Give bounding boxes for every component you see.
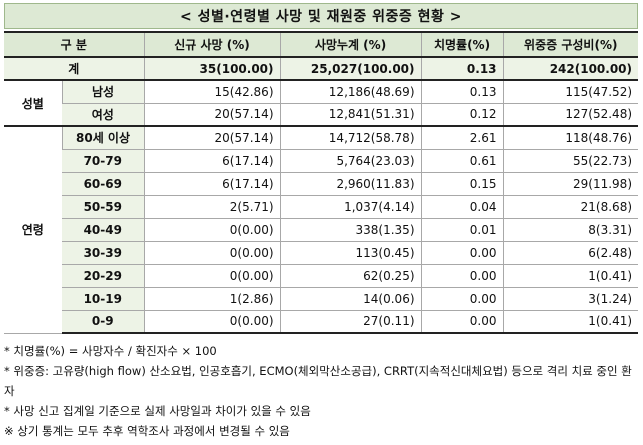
- row-label: 40-49: [62, 218, 145, 242]
- fatality-cell: 0.00: [420, 310, 504, 334]
- table-row: 10-19 1(2.86) 14(0.06) 0.00 3(1.24): [4, 287, 639, 311]
- row-label: 70-79: [62, 149, 145, 173]
- new-deaths-cell: 6(17.14): [143, 172, 281, 196]
- severe-cell: 3(1.24): [502, 287, 639, 311]
- severe-cell: 55(22.73): [502, 149, 639, 173]
- severe-cell: 118(48.76): [502, 125, 639, 150]
- severe-cell: 29(11.98): [502, 172, 639, 196]
- total-row: 계 35(100.00) 25,027(100.00) 0.13 242(100…: [4, 56, 639, 81]
- footnote-severe-definition: * 위중증: 고유량(high flow) 산소요법, 인공호흡기, ECMO(…: [4, 364, 632, 398]
- cumulative-cell: 2,960(11.83): [279, 172, 422, 196]
- severe-cell: 1(0.41): [502, 264, 639, 288]
- new-deaths-cell: 2(5.71): [143, 195, 281, 219]
- cumulative-cell: 12,841(51.31): [279, 103, 422, 127]
- row-label: 60-69: [62, 172, 145, 196]
- fatality-cell: 0.00: [420, 241, 504, 265]
- fatality-cell: 0.15: [420, 172, 504, 196]
- footnotes: * 치명률(%) = 사망자수 / 확진자수 × 100 * 위중증: 고유량(…: [4, 341, 638, 441]
- footnote-subject-to-change: ※ 상기 통계는 모두 추후 역학조사 과정에서 변경될 수 있음: [4, 424, 290, 438]
- severe-cell: 127(52.48): [502, 103, 639, 127]
- total-cumulative: 25,027(100.00): [279, 56, 422, 81]
- total-fatality: 0.13: [420, 56, 504, 81]
- new-deaths-cell: 0(0.00): [143, 264, 281, 288]
- new-deaths-cell: 0(0.00): [143, 310, 281, 334]
- footnote-fatality: * 치명률(%) = 사망자수 / 확진자수 × 100: [4, 344, 217, 358]
- cumulative-cell: 12,186(48.69): [279, 80, 422, 104]
- table-title: < 성별·연령별 사망 및 재원중 위중증 현황 >: [4, 3, 638, 29]
- severe-cell: 1(0.41): [502, 310, 639, 334]
- row-label: 80세 이상: [61, 125, 145, 150]
- header-cumulative: 사망누계 (%): [279, 31, 422, 58]
- fatality-cell: 0.00: [420, 264, 504, 288]
- severe-cell: 115(47.52): [502, 80, 639, 104]
- fatality-cell: 0.00: [420, 287, 504, 311]
- header-fatality: 치명률(%): [420, 31, 504, 58]
- header-row: 구 분 신규 사망 (%) 사망누계 (%) 치명률(%) 위중증 구성비(%): [4, 31, 639, 58]
- cumulative-cell: 27(0.11): [279, 310, 422, 334]
- total-severe: 242(100.00): [502, 56, 639, 81]
- footnote-report-date: * 사망 신고 집계일 기준으로 실제 사망일과 차이가 있을 수 있음: [4, 404, 311, 418]
- table-row: 0-9 0(0.00) 27(0.11) 0.00 1(0.41): [4, 310, 639, 334]
- new-deaths-cell: 6(17.14): [143, 149, 281, 173]
- severe-cell: 8(3.31): [502, 218, 639, 242]
- table-row: 여성 20(57.14) 12,841(51.31) 0.12 127(52.4…: [4, 103, 639, 127]
- cumulative-cell: 14(0.06): [279, 287, 422, 311]
- cumulative-cell: 113(0.45): [279, 241, 422, 265]
- header-new-deaths: 신규 사망 (%): [143, 31, 281, 58]
- table-row: 연령 80세 이상 20(57.14) 14,712(58.78) 2.61 1…: [4, 125, 639, 334]
- new-deaths-cell: 0(0.00): [143, 218, 281, 242]
- fatality-cell: 0.12: [420, 103, 504, 127]
- cumulative-cell: 338(1.35): [279, 218, 422, 242]
- new-deaths-cell: 1(2.86): [143, 287, 281, 311]
- fatality-cell: 2.61: [420, 125, 504, 150]
- table-row: 40-49 0(0.00) 338(1.35) 0.01 8(3.31): [4, 218, 639, 242]
- table-row: 50-59 2(5.71) 1,037(4.14) 0.04 21(8.68): [4, 195, 639, 219]
- cumulative-cell: 1,037(4.14): [279, 195, 422, 219]
- stats-table: 구 분 신규 사망 (%) 사망누계 (%) 치명률(%) 위중증 구성비(%)…: [4, 31, 639, 334]
- fatality-cell: 0.01: [420, 218, 504, 242]
- new-deaths-cell: 20(57.14): [143, 103, 281, 127]
- severe-cell: 6(2.48): [502, 241, 639, 265]
- row-label: 남성: [61, 80, 145, 104]
- table-row: 30-39 0(0.00) 113(0.45) 0.00 6(2.48): [4, 241, 639, 265]
- row-label: 10-19: [62, 287, 145, 311]
- new-deaths-cell: 20(57.14): [143, 125, 281, 150]
- table-row: 성별 남성 15(42.86) 12,186(48.69) 0.13 115(4…: [4, 80, 639, 127]
- fatality-cell: 0.04: [420, 195, 504, 219]
- cumulative-cell: 62(0.25): [279, 264, 422, 288]
- total-label: 계: [4, 56, 145, 81]
- header-severe: 위중증 구성비(%): [502, 31, 639, 58]
- table-row: 60-69 6(17.14) 2,960(11.83) 0.15 29(11.9…: [4, 172, 639, 196]
- severe-cell: 21(8.68): [502, 195, 639, 219]
- total-new-deaths: 35(100.00): [143, 56, 281, 81]
- row-label: 50-59: [62, 195, 145, 219]
- table-row: 70-79 6(17.14) 5,764(23.03) 0.61 55(22.7…: [4, 149, 639, 173]
- row-label: 30-39: [62, 241, 145, 265]
- row-label: 20-29: [62, 264, 145, 288]
- cumulative-cell: 5,764(23.03): [279, 149, 422, 173]
- fatality-cell: 0.61: [420, 149, 504, 173]
- age-group-label: 연령: [4, 125, 62, 334]
- row-label: 여성: [62, 103, 145, 127]
- fatality-cell: 0.13: [420, 80, 504, 104]
- table-row: 20-29 0(0.00) 62(0.25) 0.00 1(0.41): [4, 264, 639, 288]
- new-deaths-cell: 15(42.86): [143, 80, 281, 104]
- sex-group-label: 성별: [4, 80, 62, 127]
- header-category: 구 분: [4, 31, 145, 58]
- cumulative-cell: 14,712(58.78): [279, 125, 422, 150]
- row-label: 0-9: [62, 310, 145, 334]
- new-deaths-cell: 0(0.00): [143, 241, 281, 265]
